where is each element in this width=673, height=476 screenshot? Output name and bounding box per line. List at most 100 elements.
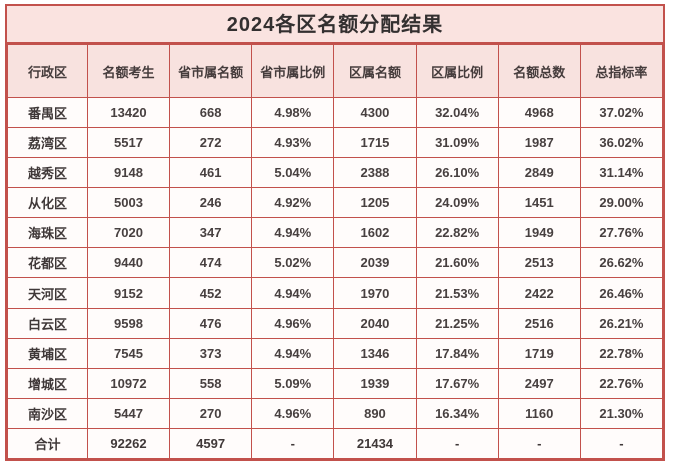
district-cell: 天河区 xyxy=(7,277,88,309)
value-cell: 5.09% xyxy=(251,367,335,399)
column-header: 总指标率 xyxy=(579,44,664,98)
value-cell: 4.98% xyxy=(251,96,335,129)
table-row: 番禺区 13420 668 4.98% 4300 32.04% 4968 37.02% xyxy=(7,96,664,129)
value-cell: 22.76% xyxy=(579,367,664,399)
value-cell: 1205 xyxy=(333,187,417,219)
column-header: 省市属名额 xyxy=(169,44,253,98)
value-cell: 26.62% xyxy=(579,247,664,279)
value-cell: 31.14% xyxy=(579,157,664,189)
table-row: 从化区 5003 246 4.92% 1205 24.09% 1451 29.00% xyxy=(7,187,664,219)
value-cell: 1949 xyxy=(497,217,581,249)
value-cell: 4.92% xyxy=(251,187,335,219)
quota-allocation-card: 2024各区名额分配结果 行政区 名额考生 省市属名额 省市属比例 区属名额 区属比例 名额… xyxy=(5,4,665,461)
value-cell: 22.82% xyxy=(415,217,499,249)
value-cell: 2849 xyxy=(497,157,581,189)
district-cell: 荔湾区 xyxy=(7,127,88,159)
table-row: 黄埔区 7545 373 4.94% 1346 17.84% 1719 22.78% xyxy=(7,337,664,369)
column-header: 名额考生 xyxy=(86,44,171,98)
table-row: 增城区 10972 558 5.09% 1939 17.67% 2497 22.76% xyxy=(7,367,664,399)
value-cell: - xyxy=(579,427,664,460)
column-header: 省市属比例 xyxy=(251,44,335,98)
value-cell: 26.10% xyxy=(415,157,499,189)
value-cell: 5003 xyxy=(86,187,171,219)
value-cell: 5.04% xyxy=(251,157,335,189)
value-cell: 21.60% xyxy=(415,247,499,279)
value-cell: 4300 xyxy=(333,96,417,129)
district-cell: 越秀区 xyxy=(7,157,88,189)
value-cell: 4.94% xyxy=(251,277,335,309)
value-cell: 92262 xyxy=(86,427,171,460)
value-cell: 5517 xyxy=(86,127,171,159)
value-cell: 1160 xyxy=(497,397,581,429)
value-cell: 5.02% xyxy=(251,247,335,279)
value-cell: 1715 xyxy=(333,127,417,159)
table-row: 越秀区 9148 461 5.04% 2388 26.10% 2849 31.14% xyxy=(7,157,664,189)
district-cell: 番禺区 xyxy=(7,96,88,129)
district-cell: 增城区 xyxy=(7,367,88,399)
value-cell: 26.21% xyxy=(579,307,664,339)
value-cell: 16.34% xyxy=(415,397,499,429)
value-cell: 13420 xyxy=(86,96,171,129)
district-cell: 海珠区 xyxy=(7,217,88,249)
value-cell: 9440 xyxy=(86,247,171,279)
value-cell: 4.96% xyxy=(251,397,335,429)
total-row: 合计 92262 4597-21434- - - xyxy=(7,427,664,460)
column-header: 区属比例 xyxy=(415,44,499,98)
value-cell: 24.09% xyxy=(415,187,499,219)
value-cell: 27.76% xyxy=(579,217,664,249)
value-cell: 1939 xyxy=(333,367,417,399)
value-cell: 2516 xyxy=(497,307,581,339)
value-cell: 4.96% xyxy=(251,307,335,339)
value-cell: 1970 xyxy=(333,277,417,309)
column-header: 区属名额 xyxy=(333,44,417,98)
value-cell: 452 xyxy=(169,277,253,309)
value-cell: 2388 xyxy=(333,157,417,189)
value-cell: 7020 xyxy=(86,217,171,249)
value-cell: 4.94% xyxy=(251,337,335,369)
header-row: 行政区 名额考生 省市属名额 省市属比例 区属名额 区属比例 名额总数 总指标率 xyxy=(7,44,664,98)
column-header: 行政区 xyxy=(7,44,88,98)
table-row: 南沙区 5447 270 4.96% 890 16.34% 1160 21.30% xyxy=(7,397,664,429)
quota-table: 行政区 名额考生 省市属名额 省市属比例 区属名额 区属比例 名额总数 总指标率 番禺区 134… xyxy=(7,44,664,460)
value-cell: 37.02% xyxy=(579,96,664,129)
table-row: 花都区 9440 474 5.02% 2039 21.60% 2513 26.62% xyxy=(7,247,664,279)
value-cell: 9152 xyxy=(86,277,171,309)
value-cell: 9148 xyxy=(86,157,171,189)
value-cell: 474 xyxy=(169,247,253,279)
value-cell: - xyxy=(251,427,335,460)
value-cell: 1451 xyxy=(497,187,581,219)
value-cell: 558 xyxy=(169,367,253,399)
page-title: 2024各区名额分配结果 xyxy=(7,6,663,44)
district-cell: 黄埔区 xyxy=(7,337,88,369)
value-cell: 4.94% xyxy=(251,217,335,249)
value-cell: 1346 xyxy=(333,337,417,369)
value-cell: 17.84% xyxy=(415,337,499,369)
value-cell: - xyxy=(497,427,581,460)
column-header: 名额总数 xyxy=(497,44,581,98)
value-cell: 5447 xyxy=(86,397,171,429)
value-cell: 36.02% xyxy=(579,127,664,159)
district-cell: 白云区 xyxy=(7,307,88,339)
table-row: 白云区 9598 476 4.96% 2040 21.25% 2516 26.21% xyxy=(7,307,664,339)
value-cell: 21434 xyxy=(333,427,417,460)
value-cell: 2039 xyxy=(333,247,417,279)
value-cell: 29.00% xyxy=(579,187,664,219)
value-cell: 347 xyxy=(169,217,253,249)
value-cell: 246 xyxy=(169,187,253,219)
value-cell: 1987 xyxy=(497,127,581,159)
value-cell: 7545 xyxy=(86,337,171,369)
table-row: 天河区 9152 452 4.94% 1970 21.53% 2422 26.46% xyxy=(7,277,664,309)
value-cell: 31.09% xyxy=(415,127,499,159)
value-cell: 890 xyxy=(333,397,417,429)
value-cell: 21.30% xyxy=(579,397,664,429)
value-cell: 373 xyxy=(169,337,253,369)
table-row: 荔湾区 5517 272 4.93% 1715 31.09% 1987 36.02% xyxy=(7,127,664,159)
value-cell: 4968 xyxy=(497,96,581,129)
district-cell: 从化区 xyxy=(7,187,88,219)
value-cell: 4597 xyxy=(169,427,253,460)
value-cell: - xyxy=(415,427,499,460)
value-cell: 26.46% xyxy=(579,277,664,309)
district-cell: 花都区 xyxy=(7,247,88,279)
value-cell: 476 xyxy=(169,307,253,339)
value-cell: 32.04% xyxy=(415,96,499,129)
